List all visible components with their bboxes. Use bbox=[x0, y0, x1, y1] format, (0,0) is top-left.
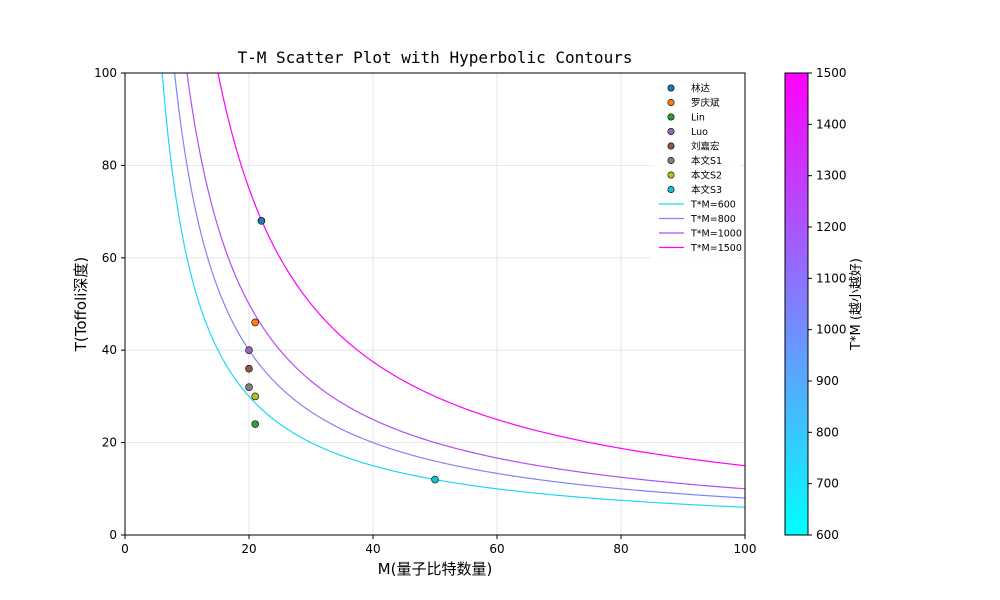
colorbar-label: T*M (越小越好) bbox=[849, 258, 864, 351]
colorbar-tick-label: 1000 bbox=[816, 323, 847, 337]
legend-label: 本文S2 bbox=[691, 170, 722, 182]
scatter-point bbox=[257, 217, 266, 225]
legend-marker bbox=[667, 157, 675, 165]
scatter-point bbox=[251, 392, 259, 401]
contour-line bbox=[161, 73, 745, 508]
colorbar-tick-label: 1100 bbox=[816, 271, 847, 285]
y-tick-label: 0 bbox=[109, 528, 117, 542]
x-tick-label: 100 bbox=[734, 542, 757, 556]
legend-label: 本文S3 bbox=[691, 184, 722, 196]
scatter-point bbox=[245, 383, 253, 391]
plot-frame bbox=[124, 72, 746, 536]
legend-label: T*M=1000 bbox=[690, 229, 742, 240]
colorbar-tick-label: 1200 bbox=[816, 220, 847, 234]
scatter-point bbox=[251, 420, 259, 428]
contour-line bbox=[217, 73, 745, 467]
scatter-point bbox=[245, 346, 253, 355]
legend-marker bbox=[667, 113, 675, 121]
chart-title: T-M Scatter Plot with Hyperbolic Contour… bbox=[238, 48, 633, 67]
legend-label: Lin bbox=[691, 113, 705, 124]
legend-label: T*M=600 bbox=[690, 200, 736, 211]
legend-marker bbox=[667, 84, 675, 92]
legend-label: 罗庆斌 bbox=[691, 97, 720, 109]
y-tick-label: 20 bbox=[102, 436, 117, 450]
legend-label: 刘嘉宏 bbox=[691, 141, 720, 153]
legend-marker bbox=[667, 171, 675, 179]
colorbar-tick-label: 1400 bbox=[816, 117, 847, 131]
colorbar-tick-label: 600 bbox=[816, 528, 839, 542]
colorbar-gradient bbox=[784, 72, 809, 536]
y-tick-label: 60 bbox=[102, 251, 117, 265]
y-axis-label: T(Toffoli深度) bbox=[72, 257, 90, 353]
contour-lines bbox=[161, 73, 745, 508]
x-tick-label: 60 bbox=[489, 542, 504, 556]
scatter-point bbox=[251, 318, 259, 327]
colorbar: 600 700 800 900 1000 1100 1200 1300 1400 1500 T*M… bbox=[784, 66, 864, 542]
x-tick-label: 40 bbox=[365, 542, 380, 556]
colorbar-tick-label: 700 bbox=[816, 477, 839, 491]
colorbar-tick-label: 1500 bbox=[816, 66, 847, 80]
legend-marker bbox=[667, 99, 675, 107]
colorbar-ticks: 600 700 800 900 1000 1100 1200 1300 1400 1500 bbox=[808, 66, 847, 542]
legend-label: 林达 bbox=[691, 83, 711, 95]
legend-label: T*M=1500 bbox=[690, 243, 742, 254]
legend-label: 本文S1 bbox=[691, 155, 722, 167]
contour-line bbox=[186, 73, 745, 490]
y-tick-label: 80 bbox=[102, 158, 117, 172]
legend-marker bbox=[667, 128, 675, 136]
colorbar-tick-label: 800 bbox=[816, 425, 839, 439]
y-tick-label: 100 bbox=[94, 66, 117, 80]
x-axis-label: M(量子比特数量) bbox=[378, 560, 493, 578]
x-axis-ticks: 0 20 40 60 80 100 bbox=[121, 535, 756, 556]
legend-marker bbox=[667, 142, 675, 150]
contour-line bbox=[173, 73, 745, 499]
scatter-point bbox=[245, 364, 253, 373]
x-tick-label: 0 bbox=[121, 542, 129, 556]
legend-marker bbox=[667, 186, 675, 194]
scatter-points bbox=[245, 217, 439, 484]
y-axis-ticks: 0 20 40 60 80 100 bbox=[94, 66, 125, 542]
legend-label: T*M=800 bbox=[690, 214, 736, 225]
colorbar-tick-label: 1300 bbox=[816, 169, 847, 183]
y-tick-label: 40 bbox=[102, 343, 117, 357]
x-tick-label: 80 bbox=[613, 542, 628, 556]
colorbar-tick-label: 900 bbox=[816, 374, 839, 388]
scatter-point bbox=[431, 475, 439, 484]
legend-label: Luo bbox=[691, 127, 708, 138]
x-tick-label: 20 bbox=[241, 542, 256, 556]
